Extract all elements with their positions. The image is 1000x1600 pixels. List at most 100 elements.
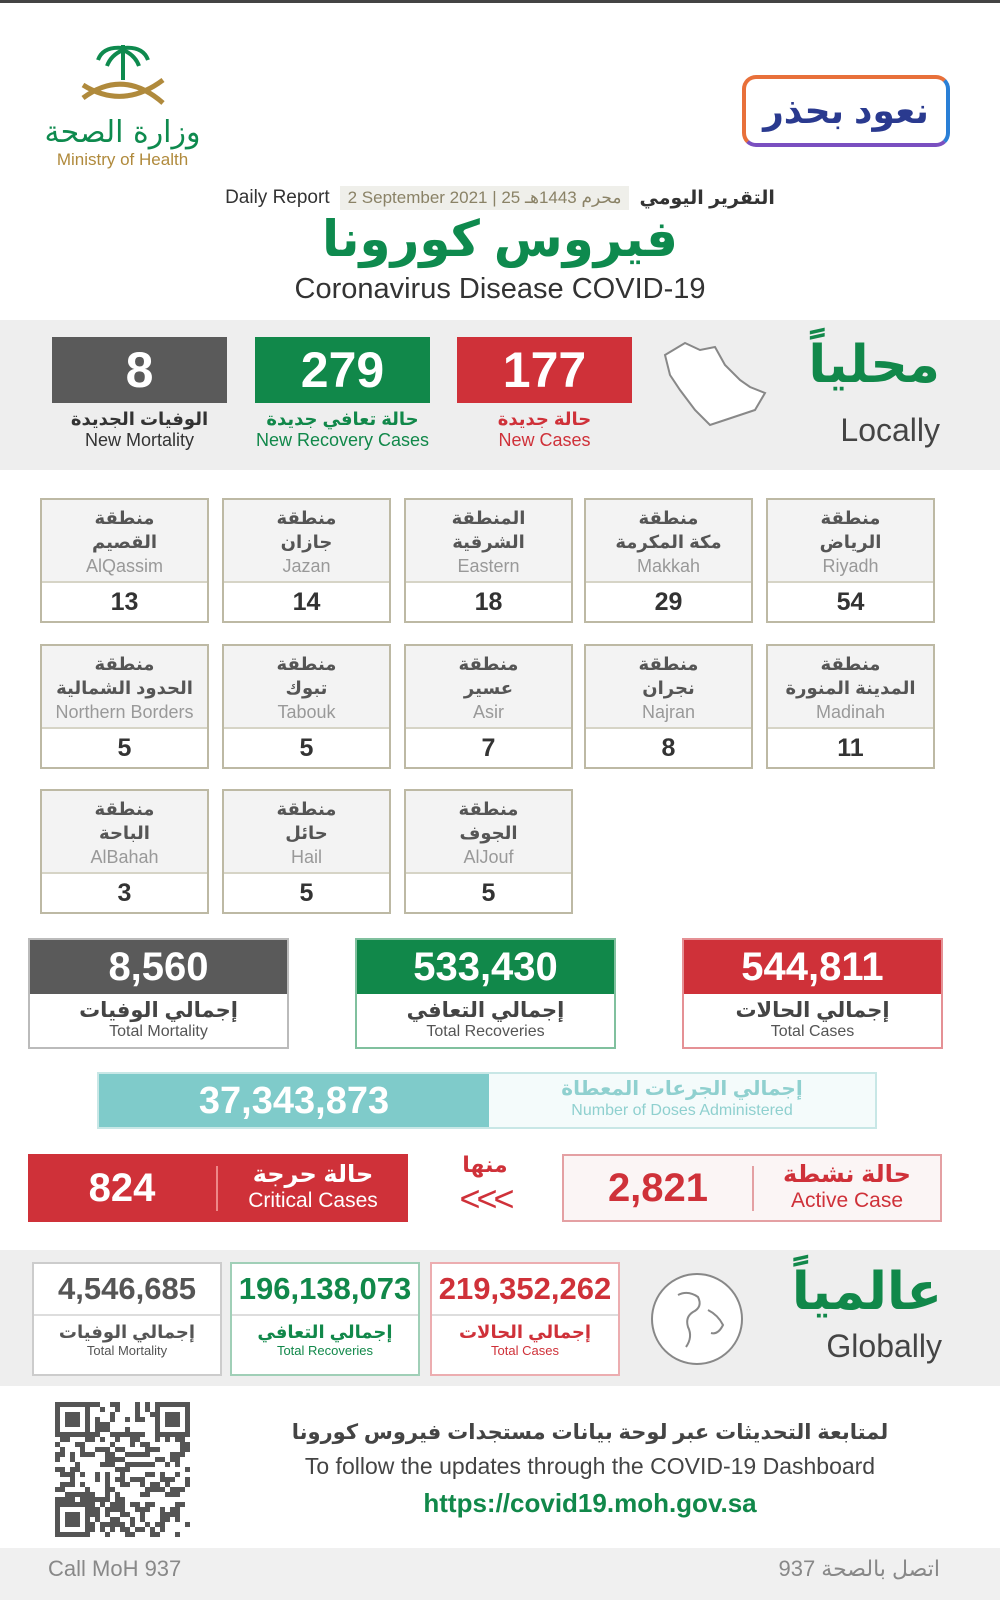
global-card-1: 196,138,073 إجمالي التعافي Total Recover…: [230, 1262, 420, 1376]
total-label-en: Total Mortality: [109, 1023, 208, 1040]
title-arabic: فيروس كورونا: [321, 211, 679, 267]
region-name-ar: تبوك: [285, 678, 328, 698]
region-prefix: منطقة: [458, 799, 519, 819]
region-card: منطقة مكة المكرمة Makkah 29: [584, 498, 753, 623]
local-stat-label-en: New Mortality: [84, 430, 195, 450]
report-date: 2 September 2021 | 25 محرم 1443هـ: [339, 186, 630, 210]
call-moh-en: Call MoH 937: [48, 1556, 182, 1581]
follow-ar: لمتابعة التحديثات عبر لوحة بيانات مستجدا…: [291, 1421, 889, 1444]
local-stat-label-ar: حالة تعافي جديدة: [266, 409, 419, 429]
local-stat-1: 279 حالة تعافي جديدة New Recovery Cases: [255, 337, 430, 451]
region-card: منطقة المدينة المنورة Madinah 11: [766, 644, 935, 769]
region-prefix: منطقة: [94, 654, 155, 674]
logo-arabic: وزارة الصحة: [44, 115, 201, 150]
daily-report-line: Daily Report 2 September 2021 | 25 محرم …: [0, 186, 1000, 210]
global-card-2: 219,352,262 إجمالي الحالات Total Cases: [430, 1262, 620, 1376]
region-prefix: منطقة: [820, 654, 881, 674]
region-card: منطقة حائل Hail 5: [222, 789, 391, 914]
global-value: 4,546,685: [34, 1264, 220, 1316]
global-label-en: Total Recoveries: [276, 1343, 374, 1358]
region-name-ar: مكة المكرمة: [615, 532, 722, 552]
doses-label-en: Number of Doses Administered: [571, 1102, 793, 1119]
region-card: منطقة عسير Asir 7: [404, 644, 573, 769]
region-card: المنطقة الشرقية Eastern 18: [404, 498, 573, 623]
total-label-ar: إجمالي الحالات: [735, 999, 890, 1022]
total-card-2: 544,811 إجمالي الحالات Total Cases: [682, 938, 943, 1049]
global-label-ar: إجمالي الوفيات: [58, 1322, 196, 1342]
region-name-en: Tabouk: [277, 702, 336, 722]
global-label-ar: إجمالي الحالات: [458, 1322, 592, 1342]
region-card: منطقة تبوك Tabouk 5: [222, 644, 391, 769]
saudi-map-icon: [663, 341, 767, 427]
region-value: 5: [299, 734, 314, 762]
local-stat-0: 8 الوفيات الجديدة New Mortality: [52, 337, 227, 451]
region-name-ar: الرياض: [819, 532, 882, 552]
region-name-en: Hail: [290, 847, 322, 867]
region-card: منطقة الباحة AlBahah 3: [40, 789, 209, 914]
global-value: 196,138,073: [232, 1264, 418, 1316]
region-name-ar: الباحة: [99, 823, 150, 843]
region-value: 8: [661, 734, 676, 762]
active-cases-box: 2,821 حالة نشطة Active Case: [562, 1154, 942, 1222]
dashboard-link[interactable]: https://covid19.moh.gov.sa: [423, 1488, 757, 1518]
region-card: منطقة القصيم AlQassim 13: [40, 498, 209, 623]
of-which-indicator: منها <<<: [440, 1152, 530, 1220]
daily-report-ar: التقرير اليومي: [639, 187, 775, 209]
local-stat-label-en: New Recovery Cases: [255, 430, 430, 450]
palm-swords-icon: [81, 45, 165, 105]
region-name-en: Eastern: [457, 556, 520, 576]
globe-icon: [651, 1273, 743, 1365]
region-value: 11: [837, 734, 864, 762]
local-stat-value: 177: [457, 337, 632, 403]
region-prefix: منطقة: [638, 654, 699, 674]
region-name-ar: الحدود الشمالية: [56, 678, 193, 698]
region-prefix: منطقة: [458, 654, 519, 674]
region-value: 14: [292, 588, 321, 616]
region-name-en: Jazan: [282, 556, 331, 576]
region-name-en: AlJouf: [463, 847, 514, 867]
campaign-badge: نعود بحذر: [742, 75, 950, 147]
qr-code: [55, 1402, 190, 1537]
locally-heading-ar: محلياً: [808, 336, 940, 394]
region-name-ar: القصيم: [91, 532, 158, 552]
region-name-ar: الجوف: [459, 823, 518, 843]
local-stat-label-ar: الوفيات الجديدة: [70, 409, 209, 429]
region-name-en: Makkah: [636, 556, 701, 576]
title-english: Coronavirus Disease COVID-19: [294, 273, 706, 305]
total-card-1: 533,430 إجمالي التعافي Total Recoveries: [355, 938, 616, 1049]
region-name-ar: حائل: [285, 823, 328, 843]
doses-value: 37,343,873: [99, 1074, 489, 1127]
region-name-en: Northern Borders: [55, 702, 194, 722]
local-stat-2: 177 حالة جديدة New Cases: [457, 337, 632, 451]
region-name-en: Madinah: [815, 702, 886, 722]
active-label-en: Active Case: [790, 1189, 904, 1212]
moh-logo: وزارة الصحة Ministry of Health: [40, 40, 205, 180]
region-prefix: منطقة: [276, 799, 337, 819]
call-moh-ar: اتصل بالصحة 937: [778, 1556, 940, 1581]
region-value: 29: [654, 588, 683, 616]
region-name-ar: المدينة المنورة: [785, 678, 916, 698]
top-border: [0, 0, 1000, 3]
region-name-en: AlBahah: [90, 847, 159, 867]
global-value: 219,352,262: [432, 1264, 618, 1316]
region-name-en: AlQassim: [85, 556, 163, 576]
critical-label-en: Critical Cases: [248, 1189, 378, 1212]
region-name-ar: نجران: [642, 678, 695, 698]
region-card: منطقة الحدود الشمالية Northern Borders 5: [40, 644, 209, 769]
region-card: منطقة الجوف AlJouf 5: [404, 789, 573, 914]
region-value: 5: [117, 734, 132, 762]
region-value: 13: [110, 588, 139, 616]
active-value: 2,821: [564, 1165, 754, 1211]
arrows-icon: <<<: [459, 1178, 514, 1219]
doses-label-ar: إجمالي الجرعات المعطاة: [561, 1078, 803, 1100]
region-name-en: Riyadh: [822, 556, 879, 576]
region-value: 5: [481, 879, 496, 907]
region-name-en: Asir: [473, 702, 504, 722]
doses-bar: 37,343,873 إجمالي الجرعات المعطاة Number…: [97, 1072, 877, 1129]
globally-heading-ar: عالمياً: [791, 1263, 942, 1321]
region-value: 3: [117, 879, 132, 907]
active-label-ar: حالة نشطة: [783, 1161, 911, 1188]
region-prefix: منطقة: [94, 799, 155, 819]
global-card-0: 4,546,685 إجمالي الوفيات Total Mortality: [32, 1262, 222, 1376]
region-prefix: منطقة: [276, 654, 337, 674]
